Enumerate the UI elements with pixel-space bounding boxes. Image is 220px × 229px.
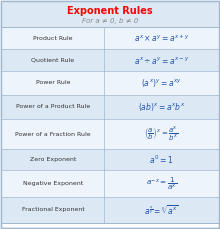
Bar [1, 27, 219, 49]
Text: Product Rule: Product Rule [33, 35, 73, 41]
Bar [1, 95, 219, 119]
Bar [1, 149, 219, 170]
Bar [1, 1, 219, 27]
Text: Zero Exponent: Zero Exponent [30, 157, 76, 162]
Text: $a^0 = 1$: $a^0 = 1$ [149, 153, 174, 166]
Text: For a ≠ 0, b ≠ 0: For a ≠ 0, b ≠ 0 [82, 18, 138, 24]
Bar [1, 49, 219, 71]
Text: $(a^x)^y = a^{xy}$: $(a^x)^y = a^{xy}$ [141, 77, 182, 89]
Text: $(ab)^x = a^x b^x$: $(ab)^x = a^x b^x$ [138, 101, 185, 113]
Text: $a^{-x} = \dfrac{1}{a^x}$: $a^{-x} = \dfrac{1}{a^x}$ [146, 175, 177, 192]
Text: Power of a Fraction Rule: Power of a Fraction Rule [15, 131, 91, 136]
Text: Power of a Product Rule: Power of a Product Rule [16, 104, 90, 109]
Bar [1, 71, 219, 95]
Text: $a^x \div a^y = a^{x-y}$: $a^x \div a^y = a^{x-y}$ [134, 55, 189, 65]
Text: $a^{\frac{x}{y}} = \sqrt[y]{a^x}$: $a^{\frac{x}{y}} = \sqrt[y]{a^x}$ [144, 203, 179, 217]
Bar [1, 119, 219, 149]
Text: Negative Exponent: Negative Exponent [23, 181, 83, 186]
Bar [1, 170, 219, 197]
Text: Fractional Exponent: Fractional Exponent [22, 207, 84, 213]
Text: Power Rule: Power Rule [36, 81, 70, 85]
Text: Exponent Rules: Exponent Rules [67, 6, 153, 16]
Text: $a^x \times a^y = a^{x+y}$: $a^x \times a^y = a^{x+y}$ [134, 32, 189, 44]
Text: Quotient Rule: Quotient Rule [31, 57, 75, 63]
Text: $\left(\dfrac{a}{b}\right)^x = \dfrac{a^x}{b^x}$: $\left(\dfrac{a}{b}\right)^x = \dfrac{a^… [144, 125, 179, 143]
Bar [1, 197, 219, 223]
